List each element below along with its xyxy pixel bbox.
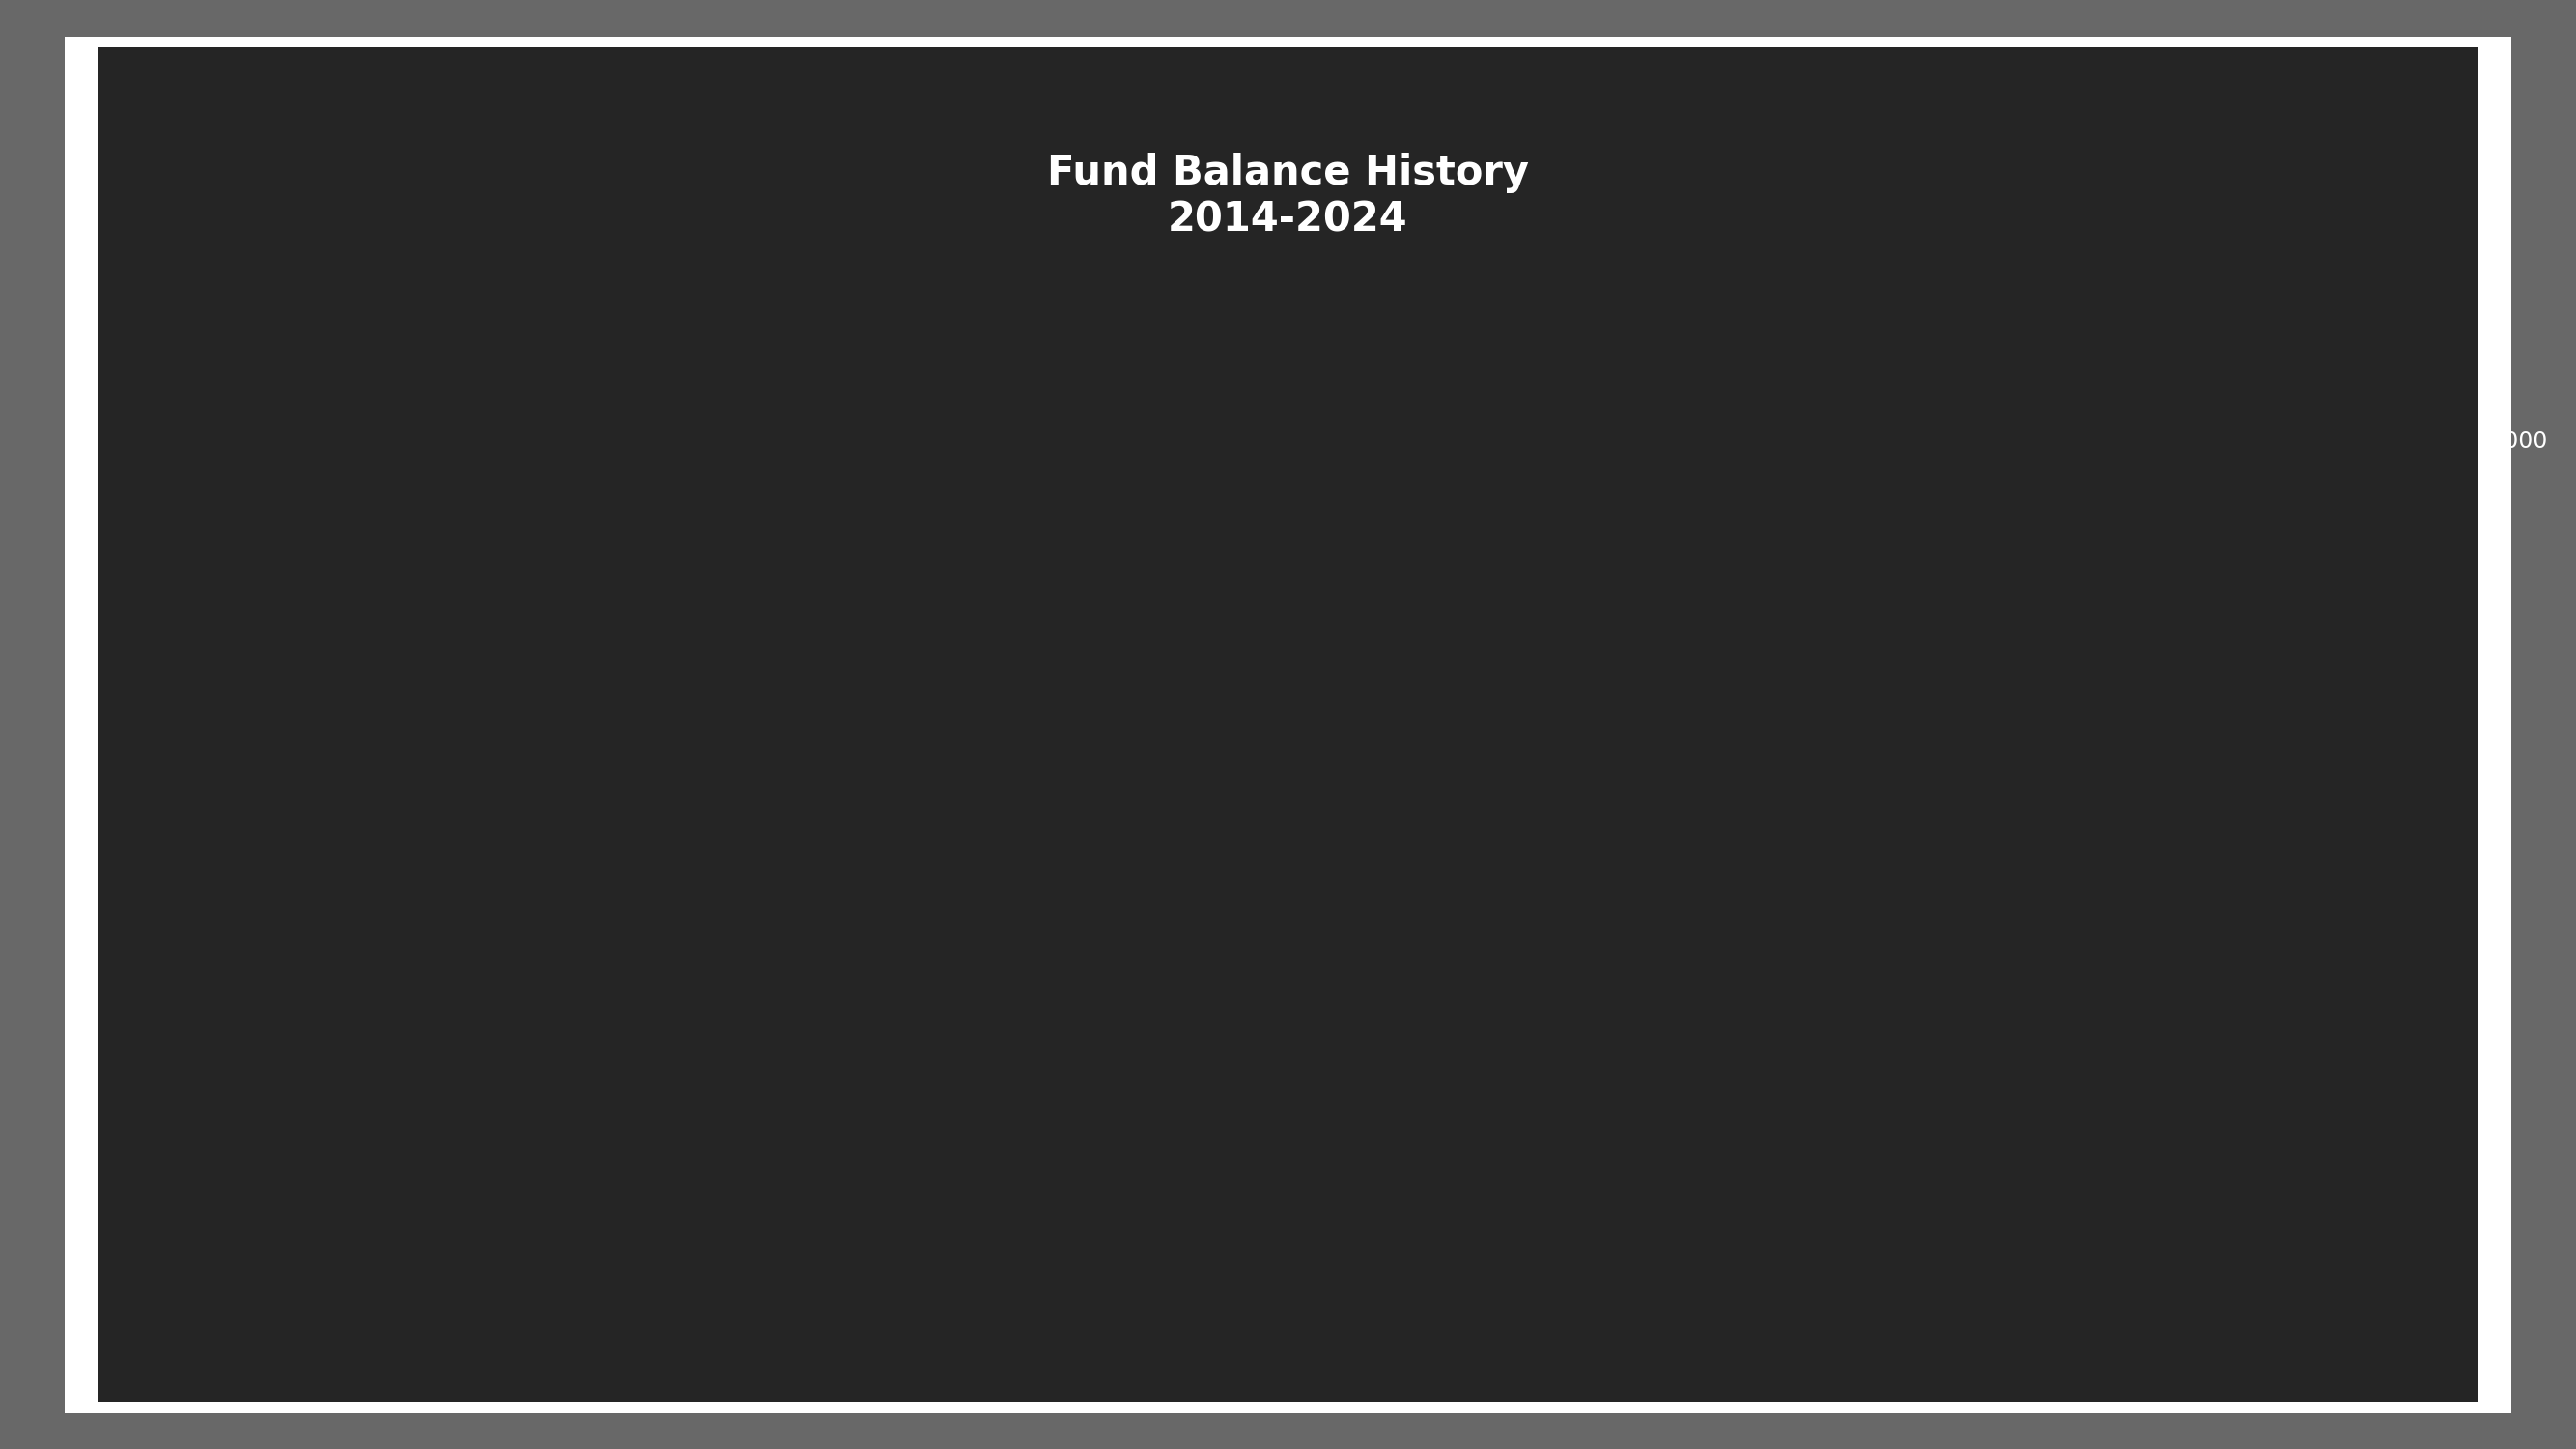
Text: $(3,000): $(3,000) <box>935 1210 1033 1233</box>
Text: $(1,000): $(1,000) <box>1172 1197 1270 1220</box>
Text: $58,000: $58,000 <box>1929 777 2025 800</box>
Text: $(4,000): $(4,000) <box>701 1217 799 1240</box>
Text: $(3,000): $(3,000) <box>464 1210 562 1233</box>
Text: $33,000: $33,000 <box>1695 955 1788 978</box>
Text: $80,000: $80,000 <box>2166 622 2262 645</box>
Text: $107,000: $107,000 <box>2439 429 2548 452</box>
Text: $1,000: $1,000 <box>265 1182 343 1206</box>
Text: $15,000: $15,000 <box>1458 1082 1551 1106</box>
Text: Fund Balance History
2014-2024: Fund Balance History 2014-2024 <box>1046 152 1530 239</box>
